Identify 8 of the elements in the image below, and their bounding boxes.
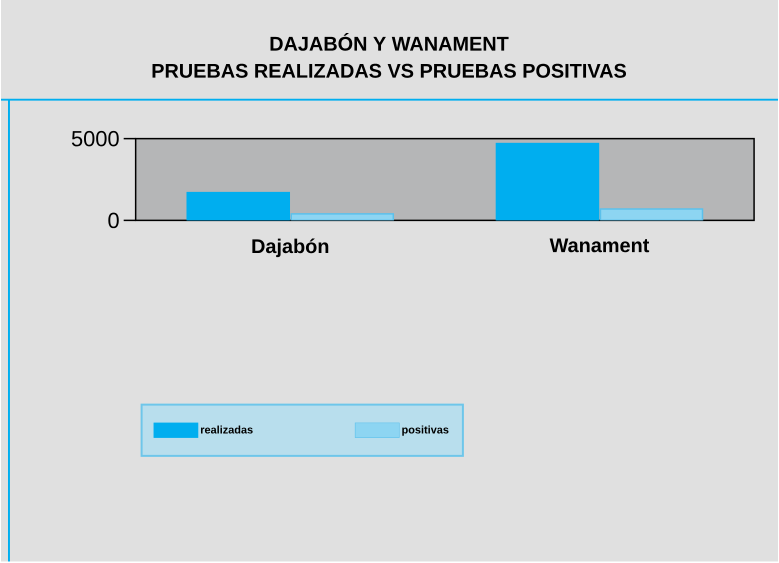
- chart-subtitle: PRUEBAS REALIZADAS VS PRUEBAS POSITIVAS: [152, 64, 626, 78]
- chart-title: DAJABÓN Y WANAMENT: [270, 33, 509, 51]
- y-tick-label: 5000: [72, 131, 119, 147]
- legend-label: positivas: [402, 426, 448, 436]
- x-tick-label: Dajabón: [252, 238, 328, 258]
- y-tick-label: 0: [108, 212, 119, 228]
- x-tick-label: Wanament: [550, 238, 650, 253]
- legend-label: realizadas: [200, 426, 253, 434]
